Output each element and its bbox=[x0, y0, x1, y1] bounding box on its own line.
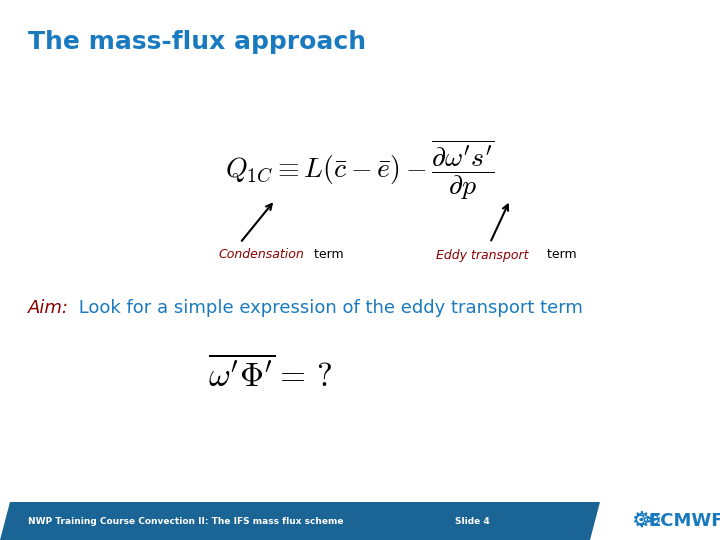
Polygon shape bbox=[0, 502, 600, 540]
Text: ⚙: ⚙ bbox=[632, 511, 652, 531]
Text: Aim:: Aim: bbox=[28, 299, 69, 317]
Text: $Q_{1C} \equiv L(\bar{c} - \bar{e}) - \dfrac{\overline{\partial \omega^{\prime} : $Q_{1C} \equiv L(\bar{c} - \bar{e}) - \d… bbox=[225, 138, 495, 202]
Text: ⚙⚙: ⚙⚙ bbox=[632, 512, 662, 530]
Text: term: term bbox=[310, 248, 343, 261]
Text: $\overline{\omega^{\prime} \Phi^{\prime}} = \, ?$: $\overline{\omega^{\prime} \Phi^{\prime}… bbox=[208, 356, 332, 394]
Text: Condensation: Condensation bbox=[218, 248, 304, 261]
Text: Look for a simple expression of the eddy transport term: Look for a simple expression of the eddy… bbox=[73, 299, 583, 317]
Text: term: term bbox=[543, 248, 577, 261]
Text: NWP Training Course Convection II: The IFS mass flux scheme: NWP Training Course Convection II: The I… bbox=[28, 516, 343, 525]
Text: The mass-flux approach: The mass-flux approach bbox=[28, 30, 366, 54]
Text: Eddy transport: Eddy transport bbox=[436, 248, 528, 261]
Text: ECMWF: ECMWF bbox=[648, 512, 720, 530]
Text: Slide 4: Slide 4 bbox=[455, 516, 490, 525]
